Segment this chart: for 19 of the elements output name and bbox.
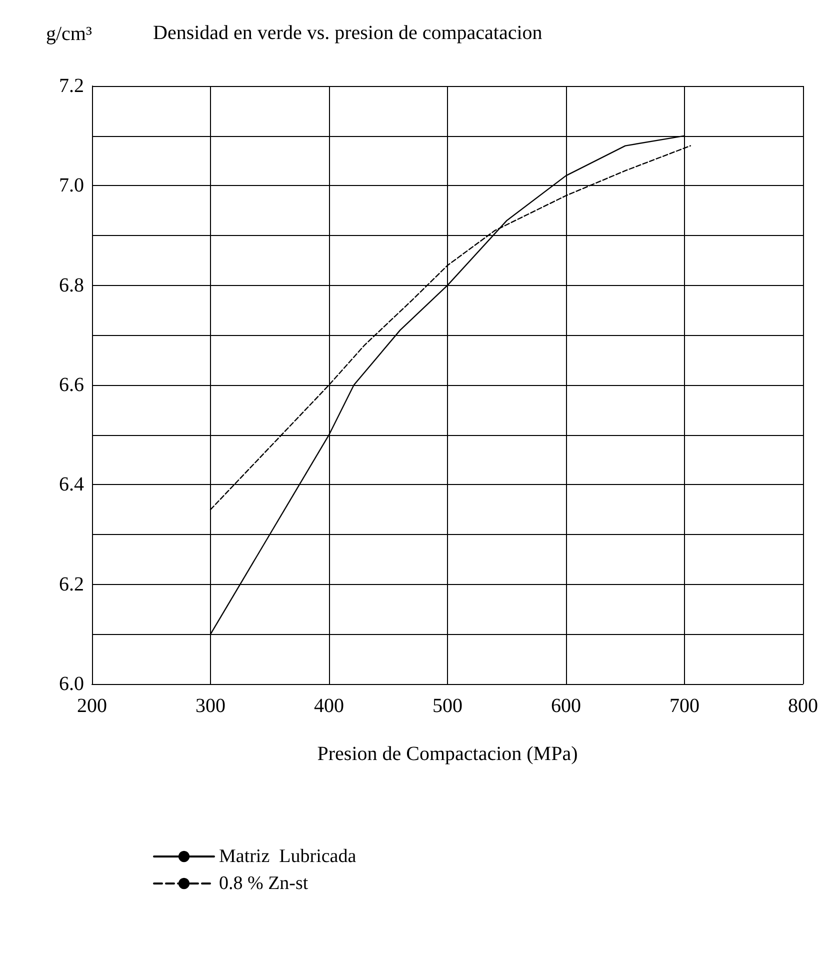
x-tick-label: 200 [77, 695, 107, 717]
x-tick-label: 500 [432, 695, 462, 717]
chart-title: Densidad en verde vs. presion de compacatacion [153, 22, 542, 44]
y-tick-label: 6.2 [59, 573, 84, 596]
legend-label: 0.8 % Zn-st [219, 873, 309, 894]
x-axis-title: Presion de Compactacion (MPa) [317, 743, 578, 765]
x-tick-label: 600 [551, 695, 581, 717]
y-axis-title: g/cm³ [46, 23, 92, 45]
x-tick-label: 700 [670, 695, 700, 717]
y-tick-label: 6.8 [59, 274, 84, 296]
y-tick-label: 6.0 [59, 673, 84, 695]
y-tick-label: 6.4 [59, 474, 84, 496]
legend-label: Matriz Lubricada [219, 846, 357, 867]
x-tick-label: 400 [314, 695, 344, 717]
y-tick-label: 7.0 [59, 174, 84, 197]
y-tick-label: 6.6 [59, 374, 84, 396]
x-tick-label: 800 [788, 695, 818, 717]
x-tick-label: 300 [196, 695, 226, 717]
y-tick-label: 7.2 [59, 75, 84, 97]
